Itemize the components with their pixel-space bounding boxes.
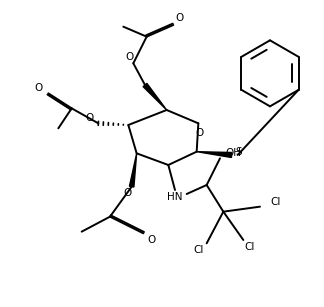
Text: S: S bbox=[235, 147, 242, 157]
Text: Cl: Cl bbox=[245, 242, 255, 252]
Text: Cl: Cl bbox=[270, 197, 280, 207]
Text: O: O bbox=[196, 128, 204, 138]
Text: O: O bbox=[34, 83, 42, 93]
Text: O: O bbox=[126, 52, 134, 62]
Text: O: O bbox=[123, 188, 132, 198]
Text: O: O bbox=[176, 13, 184, 23]
Polygon shape bbox=[143, 84, 167, 110]
Polygon shape bbox=[197, 152, 232, 157]
Text: O: O bbox=[86, 113, 94, 123]
Polygon shape bbox=[130, 153, 137, 187]
Text: OH: OH bbox=[225, 148, 241, 158]
Text: O: O bbox=[147, 235, 156, 245]
Text: Cl: Cl bbox=[193, 245, 203, 255]
Text: HN: HN bbox=[167, 192, 183, 202]
